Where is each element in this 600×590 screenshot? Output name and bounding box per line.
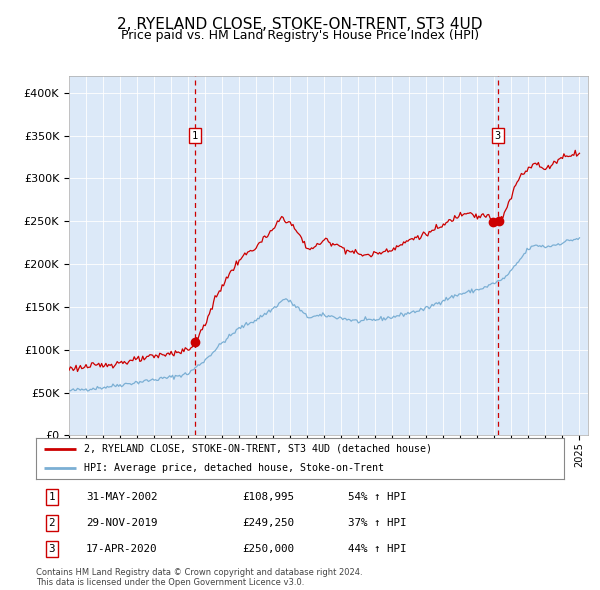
Text: 44% ↑ HPI: 44% ↑ HPI bbox=[347, 545, 406, 555]
Text: 17-APR-2020: 17-APR-2020 bbox=[86, 545, 158, 555]
Text: HPI: Average price, detached house, Stoke-on-Trent: HPI: Average price, detached house, Stok… bbox=[83, 463, 383, 473]
Text: Contains HM Land Registry data © Crown copyright and database right 2024.: Contains HM Land Registry data © Crown c… bbox=[36, 568, 362, 576]
Text: 1: 1 bbox=[49, 492, 55, 502]
Text: 31-MAY-2002: 31-MAY-2002 bbox=[86, 492, 158, 502]
Text: £108,995: £108,995 bbox=[242, 492, 294, 502]
Text: 2: 2 bbox=[49, 518, 55, 528]
Text: £249,250: £249,250 bbox=[242, 518, 294, 528]
Text: 3: 3 bbox=[49, 545, 55, 555]
Text: 54% ↑ HPI: 54% ↑ HPI bbox=[347, 492, 406, 502]
Text: Price paid vs. HM Land Registry's House Price Index (HPI): Price paid vs. HM Land Registry's House … bbox=[121, 30, 479, 42]
Text: 3: 3 bbox=[494, 130, 501, 140]
Text: 2, RYELAND CLOSE, STOKE-ON-TRENT, ST3 4UD: 2, RYELAND CLOSE, STOKE-ON-TRENT, ST3 4U… bbox=[117, 17, 483, 31]
Text: 2, RYELAND CLOSE, STOKE-ON-TRENT, ST3 4UD (detached house): 2, RYELAND CLOSE, STOKE-ON-TRENT, ST3 4U… bbox=[83, 444, 431, 454]
Text: 1: 1 bbox=[192, 130, 199, 140]
Text: This data is licensed under the Open Government Licence v3.0.: This data is licensed under the Open Gov… bbox=[36, 578, 304, 587]
Text: 37% ↑ HPI: 37% ↑ HPI bbox=[347, 518, 406, 528]
Text: 29-NOV-2019: 29-NOV-2019 bbox=[86, 518, 158, 528]
Text: £250,000: £250,000 bbox=[242, 545, 294, 555]
